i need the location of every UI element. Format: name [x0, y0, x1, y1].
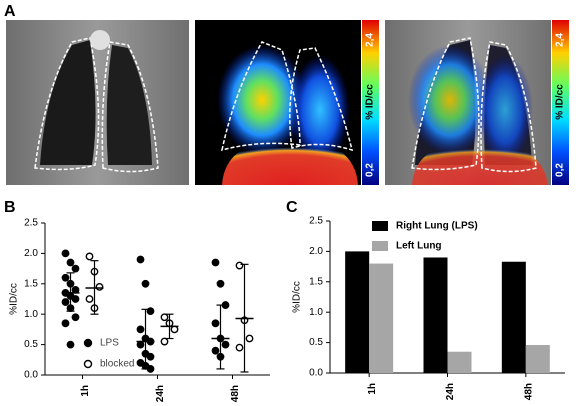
legend-label: Right Lung (LPS) [396, 221, 478, 232]
x-tick-label: 24h [155, 385, 166, 402]
y-tick-label: 0.0 [24, 370, 38, 381]
data-point [66, 340, 75, 349]
colorbar-max: 2,4 [555, 33, 566, 47]
data-point [235, 261, 244, 270]
colorbar-unit: % ID/cc [365, 84, 376, 120]
y-tick-label: 1.5 [24, 278, 38, 289]
y-axis-label: %ID/cc [292, 281, 303, 313]
bar [501, 261, 526, 373]
data-point [61, 298, 70, 306]
data-point [136, 255, 145, 264]
data-point [141, 279, 150, 288]
bar [525, 345, 550, 373]
data-point [61, 273, 70, 282]
data-point [71, 313, 80, 322]
panel-label: C [286, 199, 298, 216]
data-point [245, 334, 254, 343]
data-point [136, 340, 145, 349]
data-point [235, 343, 244, 352]
y-tick-label: 1.0 [24, 309, 38, 320]
x-tick-label: 1h [367, 383, 378, 395]
data-point [61, 319, 70, 328]
data-point [71, 285, 80, 294]
legend-swatch [372, 221, 388, 231]
data-point [85, 295, 94, 303]
y-tick-label: 2.0 [24, 248, 38, 259]
y-tick-label: 1.0 [309, 307, 323, 318]
y-axis-label: %ID/cc [9, 283, 20, 315]
y-tick-label: 0.5 [309, 337, 323, 348]
legend-swatch [372, 241, 388, 251]
data-point [85, 252, 94, 261]
y-tick-label: 2.0 [309, 246, 323, 257]
fused-image [385, 20, 569, 185]
x-tick-label: 48h [523, 383, 534, 400]
panel-label: B [4, 199, 16, 216]
x-tick-label: 1h [80, 385, 91, 397]
x-tick-label: 48h [230, 385, 241, 402]
x-tick-label: 24h [445, 383, 456, 400]
data-point [95, 282, 104, 291]
bar [447, 351, 472, 373]
pet-image [195, 20, 379, 185]
colorbar-unit: % ID/cc [555, 84, 566, 120]
y-tick-label: 0.5 [24, 339, 38, 350]
legend-marker [83, 359, 93, 369]
colorbar-min: 0,2 [555, 163, 566, 177]
data-point [61, 249, 70, 258]
legend-marker [83, 338, 93, 348]
colorbar-min: 0,2 [365, 163, 376, 177]
data-point [66, 258, 75, 267]
data-point [71, 295, 80, 303]
data-point [170, 325, 179, 334]
data-point [136, 325, 145, 334]
bar [423, 257, 448, 373]
legend-label: blocked [100, 359, 134, 370]
panel-label: A [4, 3, 16, 20]
data-point [216, 279, 225, 288]
y-tick-label: 1.5 [309, 276, 323, 287]
y-tick-label: 2.5 [24, 218, 38, 229]
data-point [211, 258, 220, 267]
bar [369, 263, 394, 373]
data-point [221, 340, 230, 349]
data-point [146, 352, 155, 361]
bar [345, 251, 370, 373]
data-point [160, 337, 169, 346]
data-point [160, 313, 169, 322]
legend-label: Left Lung [396, 241, 442, 252]
data-point [71, 264, 80, 273]
ct-image [6, 20, 189, 185]
data-point [211, 346, 220, 355]
legend-label: LPS [100, 338, 119, 349]
y-tick-label: 0.0 [309, 368, 323, 379]
data-point [211, 319, 220, 328]
colorbar-max: 2,4 [365, 33, 376, 47]
y-tick-label: 2.5 [309, 216, 323, 227]
